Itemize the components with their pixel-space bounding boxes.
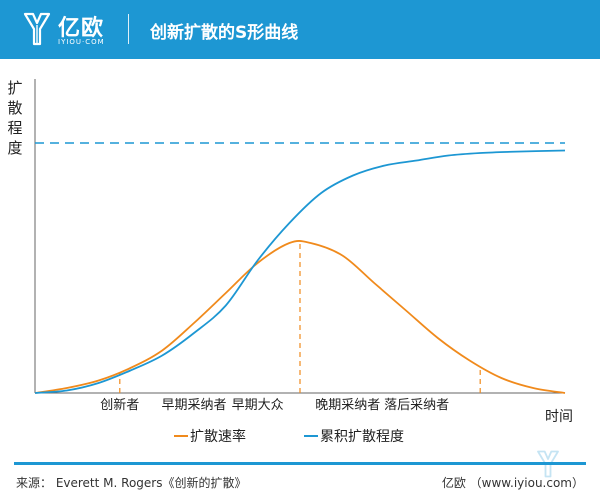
y-axis-label-text: 扩散程度 [6, 78, 24, 158]
footer-divider [14, 462, 586, 465]
series-line-diffusion-rate [34, 240, 566, 394]
source-note: 来源： Everett M. Rogers《创新的扩散》 [16, 476, 247, 490]
category-label: 创新者 [100, 397, 139, 413]
brand-name: 亿欧 [58, 16, 105, 41]
legend-label-2: 累积扩散程度 [320, 429, 404, 445]
category-label: 落后采纳者 [384, 398, 449, 413]
y-axis-label-char: 程 [7, 119, 23, 137]
credit-note: 亿欧 （www.iyiou.com） [441, 476, 584, 490]
legend-label-1: 扩散速率 [190, 428, 246, 445]
iyiou-logo-icon [23, 12, 51, 46]
x-axis-label: 时间 [545, 409, 573, 425]
brand-domain: IYIOU·COM [58, 38, 105, 46]
category-label: 早期大众 [232, 398, 284, 413]
watermark-logo-icon [537, 450, 559, 478]
category-label: 晚期采纳者 [315, 398, 380, 413]
header-divider [128, 14, 129, 44]
y-axis-label-char: 度 [7, 139, 23, 157]
header-bar: 亿欧 IYIOU·COM 创新扩散的S形曲线 [0, 0, 600, 59]
y-axis-label-char: 扩 [7, 79, 23, 97]
y-axis-label-char: 散 [7, 99, 23, 117]
page-title: 创新扩散的S形曲线 [150, 23, 299, 43]
y-axis-label: 扩散程度 [6, 78, 24, 158]
category-label: 早期采纳者 [161, 398, 226, 413]
series-line-cumulative-diffusion [34, 149, 566, 394]
